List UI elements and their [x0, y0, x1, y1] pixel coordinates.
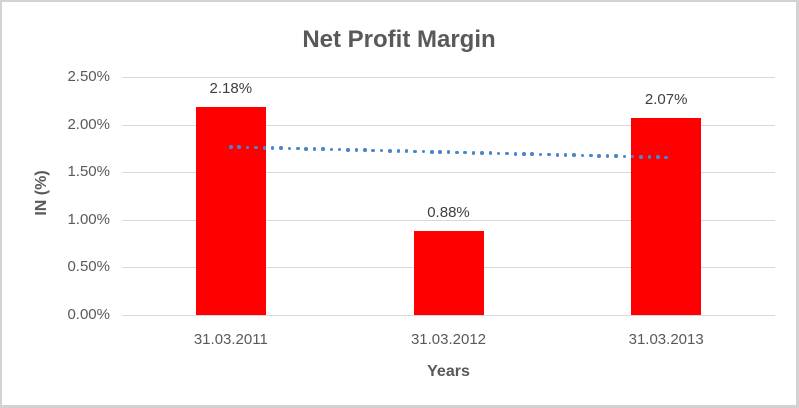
trendline-dot [664, 155, 668, 160]
trendline-dot [488, 151, 493, 155]
trendline-dot [363, 148, 367, 152]
trendline-dot [614, 154, 618, 158]
trendline-dot [572, 153, 576, 157]
trendline-dot [597, 154, 601, 158]
trendline-dot [421, 149, 426, 154]
trendline-dot [354, 148, 359, 152]
y-axis-tick-label: 1.00% [67, 210, 110, 228]
trendline-dot [580, 153, 585, 158]
gridline [122, 315, 775, 316]
y-axis-tick-label: 1.50% [67, 163, 110, 181]
trendline-dot [404, 149, 409, 153]
gridline [122, 124, 775, 126]
trendline-dot [471, 151, 476, 155]
trendline-dot [229, 145, 233, 149]
trendline-dot [496, 151, 501, 156]
trendline-dot [329, 147, 334, 152]
gridline [122, 77, 775, 78]
trendline-dot [312, 147, 317, 151]
trendline-dot [304, 147, 308, 151]
trendline-dot [647, 155, 652, 159]
x-axis-title: Years [427, 363, 470, 380]
trendline-dot [413, 149, 417, 154]
trendline-dot [430, 150, 434, 154]
trendline-dot [379, 148, 384, 153]
x-axis-category-label: 31.03.2011 [193, 331, 268, 348]
trendline-dot [513, 152, 518, 156]
trendline-dot [446, 150, 451, 154]
trendline-dot [480, 151, 484, 155]
x-axis-category-label: 31.03.2012 [410, 331, 487, 348]
y-axis-tick-label: 0.00% [67, 306, 110, 323]
trendline-dot [605, 154, 610, 158]
trendline-dot [254, 145, 258, 150]
trendline-dot [346, 148, 350, 152]
trendline-dot [388, 149, 392, 153]
y-axis-tick-label: 0.50% [67, 258, 110, 276]
trendline-dot [438, 150, 442, 154]
trendline-dot [270, 146, 275, 150]
trendline-dot [639, 155, 643, 159]
trendline-dot [656, 155, 660, 159]
gridline [122, 219, 775, 221]
trendline-dot [287, 146, 292, 151]
trendline-dot [555, 153, 560, 157]
trendline-dot [563, 153, 568, 157]
trendline-dot [505, 151, 509, 156]
trendline-dot [530, 152, 534, 156]
trendline-dot [622, 154, 627, 159]
trendline-dot [321, 147, 325, 151]
trendline-dot [630, 154, 635, 159]
trendline-dot [522, 152, 526, 156]
trendline-dot [337, 147, 342, 152]
trendline-dot [371, 148, 375, 153]
bar [631, 117, 702, 315]
trendline-dot [237, 145, 241, 149]
bar-data-label: 0.88% [427, 204, 470, 222]
trendline-dot [589, 153, 593, 158]
trendline-dot [396, 149, 401, 153]
trendline-dot [463, 150, 467, 155]
trendline-dot [245, 145, 250, 150]
bar-data-label: 2.18% [209, 80, 253, 98]
gridline [122, 172, 775, 174]
bar [413, 231, 484, 315]
bar-data-label: 2.07% [644, 90, 688, 108]
x-axis-category-label: 31.03.2013 [628, 331, 704, 348]
chart-title: Net Profit Margin [302, 26, 496, 53]
y-axis-tick-label: 2.00% [67, 115, 110, 133]
y-axis-tick-label: 2.50% [67, 68, 110, 85]
trendline-dot [296, 146, 300, 151]
trendline-dot [455, 150, 459, 155]
trendline-dot [279, 146, 283, 150]
trendline-dot [547, 152, 551, 157]
trendline-dot [538, 152, 543, 157]
trendline-dot [262, 146, 267, 150]
bar [195, 107, 266, 315]
